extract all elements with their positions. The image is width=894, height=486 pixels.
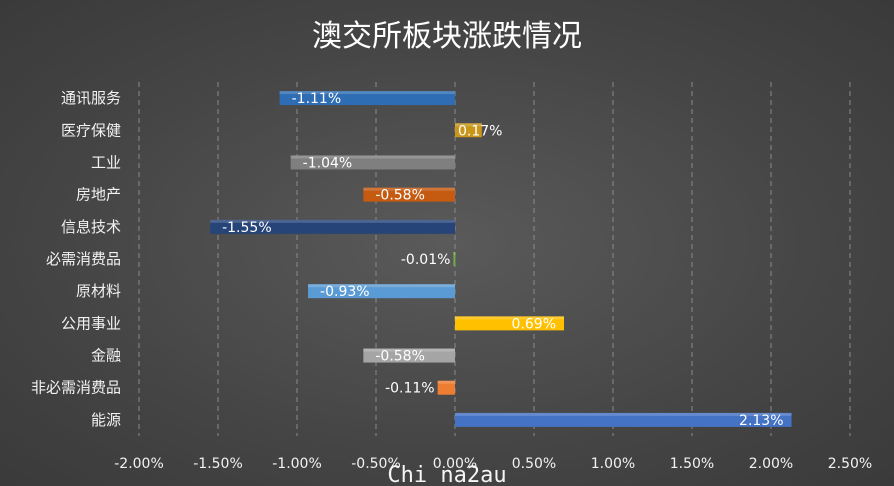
bars bbox=[210, 91, 792, 427]
category-label: 原材料 bbox=[76, 282, 121, 300]
data-label: -0.01% bbox=[401, 252, 451, 268]
data-label: -1.04% bbox=[303, 155, 353, 171]
category-label: 公用事业 bbox=[61, 314, 121, 332]
category-label: 信息技术 bbox=[61, 218, 121, 236]
bar bbox=[279, 91, 455, 106]
bar-highlight bbox=[455, 412, 792, 416]
x-tick-label: 2.00% bbox=[749, 456, 793, 472]
data-label: 0.69% bbox=[512, 316, 556, 332]
bar-highlight bbox=[453, 252, 456, 255]
data-label: -0.58% bbox=[375, 349, 425, 365]
data-label: -0.93% bbox=[320, 284, 370, 300]
bar-highlight bbox=[363, 348, 455, 352]
chart-title: 澳交所板块涨跌情况 bbox=[312, 19, 582, 54]
data-labels: -1.11% 0.17% -1.04% -0.58% -1.55% -0.01% -0.93… bbox=[222, 91, 783, 429]
bar-highlight bbox=[308, 284, 455, 288]
data-label: -0.58% bbox=[375, 188, 425, 204]
category-label: 通讯服务 bbox=[61, 89, 121, 107]
data-label: 0.17% bbox=[458, 123, 502, 139]
bar bbox=[363, 348, 455, 363]
x-tick-label: 2.50% bbox=[828, 456, 872, 472]
category-label: 医疗保健 bbox=[61, 121, 121, 139]
bar-highlight bbox=[210, 219, 455, 223]
watermark: Chi na2au bbox=[387, 463, 506, 486]
bar-highlight bbox=[455, 316, 565, 320]
bar bbox=[455, 316, 565, 331]
bar bbox=[453, 252, 456, 266]
bar-highlight bbox=[279, 91, 455, 95]
bar bbox=[210, 219, 455, 234]
x-tick-labels: -2.00% -1.50% -1.00% -0.50% 0.00% 0.50% 1.00% 1… bbox=[114, 456, 872, 472]
bar-highlight bbox=[363, 187, 455, 191]
bar bbox=[290, 155, 455, 170]
category-label: 必需消费品 bbox=[46, 250, 121, 268]
bar bbox=[437, 380, 455, 395]
category-label: 工业 bbox=[91, 153, 121, 171]
x-tick-label: -1.00% bbox=[272, 456, 322, 472]
category-label: 能源 bbox=[91, 411, 121, 429]
bar bbox=[308, 284, 455, 299]
data-label: -1.11% bbox=[292, 91, 342, 107]
x-tick-label: 1.50% bbox=[670, 456, 714, 472]
bar-highlight bbox=[437, 380, 455, 384]
bar-highlight bbox=[455, 123, 482, 127]
bar bbox=[363, 187, 455, 202]
bar bbox=[455, 412, 792, 427]
data-label: -1.55% bbox=[222, 220, 272, 236]
data-label: 2.13% bbox=[739, 413, 783, 429]
x-tick-label: -2.00% bbox=[114, 456, 164, 472]
category-label: 房地产 bbox=[76, 186, 121, 204]
data-label: -0.11% bbox=[385, 381, 435, 397]
x-tick-label: -0.50% bbox=[351, 456, 401, 472]
bar bbox=[455, 123, 482, 138]
category-label: 金融 bbox=[91, 347, 121, 365]
x-tick-label: 0.50% bbox=[512, 456, 556, 472]
category-label: 非必需消费品 bbox=[31, 379, 121, 397]
grid bbox=[138, 82, 851, 436]
x-tick-label: -1.50% bbox=[193, 456, 243, 472]
bar-highlight bbox=[290, 155, 455, 159]
x-tick-label: 1.00% bbox=[591, 456, 635, 472]
x-tick-label: 0.00% bbox=[433, 456, 477, 472]
